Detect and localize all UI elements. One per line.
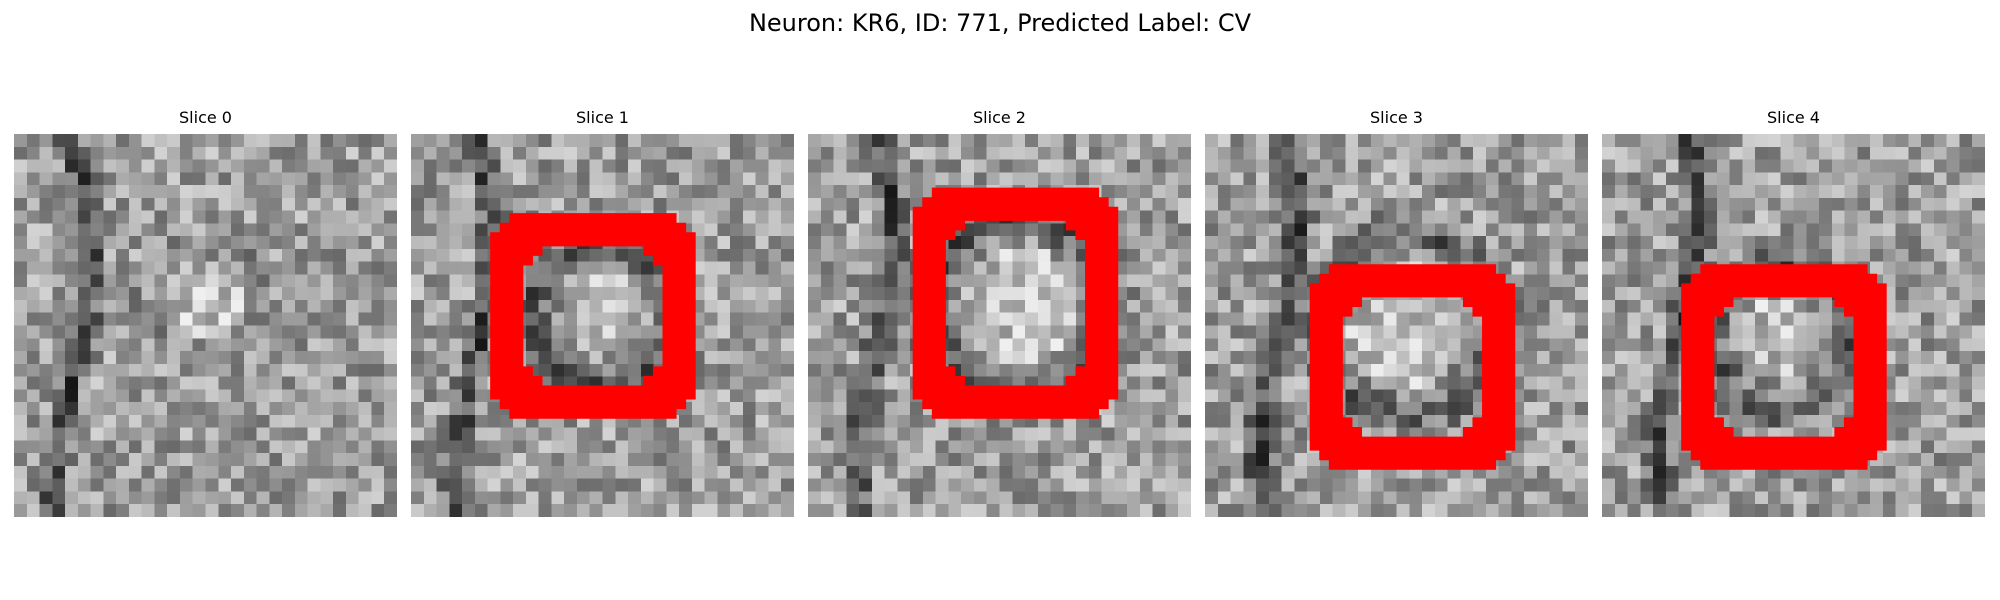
slice-panel-4: Slice 4 bbox=[1602, 108, 1985, 517]
slice-panel-1: Slice 1 bbox=[411, 108, 794, 517]
slice-image bbox=[14, 134, 397, 517]
slice-panel-2: Slice 2 bbox=[808, 108, 1191, 517]
slice-panel-0: Slice 0 bbox=[14, 108, 397, 517]
slice-image bbox=[1602, 134, 1985, 517]
slice-panel-3: Slice 3 bbox=[1205, 108, 1588, 517]
slice-title: Slice 4 bbox=[1767, 108, 1820, 127]
slice-image bbox=[808, 134, 1191, 517]
slice-title: Slice 0 bbox=[179, 108, 232, 127]
slice-title: Slice 2 bbox=[973, 108, 1026, 127]
slice-image bbox=[1205, 134, 1588, 517]
slice-image bbox=[411, 134, 794, 517]
segmentation-outline bbox=[1681, 264, 1887, 470]
figure-title: Neuron: KR6, ID: 771, Predicted Label: C… bbox=[748, 9, 1252, 37]
slice-title: Slice 1 bbox=[576, 108, 629, 127]
segmentation-outline bbox=[912, 187, 1119, 419]
segmentation-outline bbox=[1309, 264, 1516, 470]
slice-title: Slice 3 bbox=[1370, 108, 1423, 127]
segmentation-outline bbox=[490, 213, 696, 419]
